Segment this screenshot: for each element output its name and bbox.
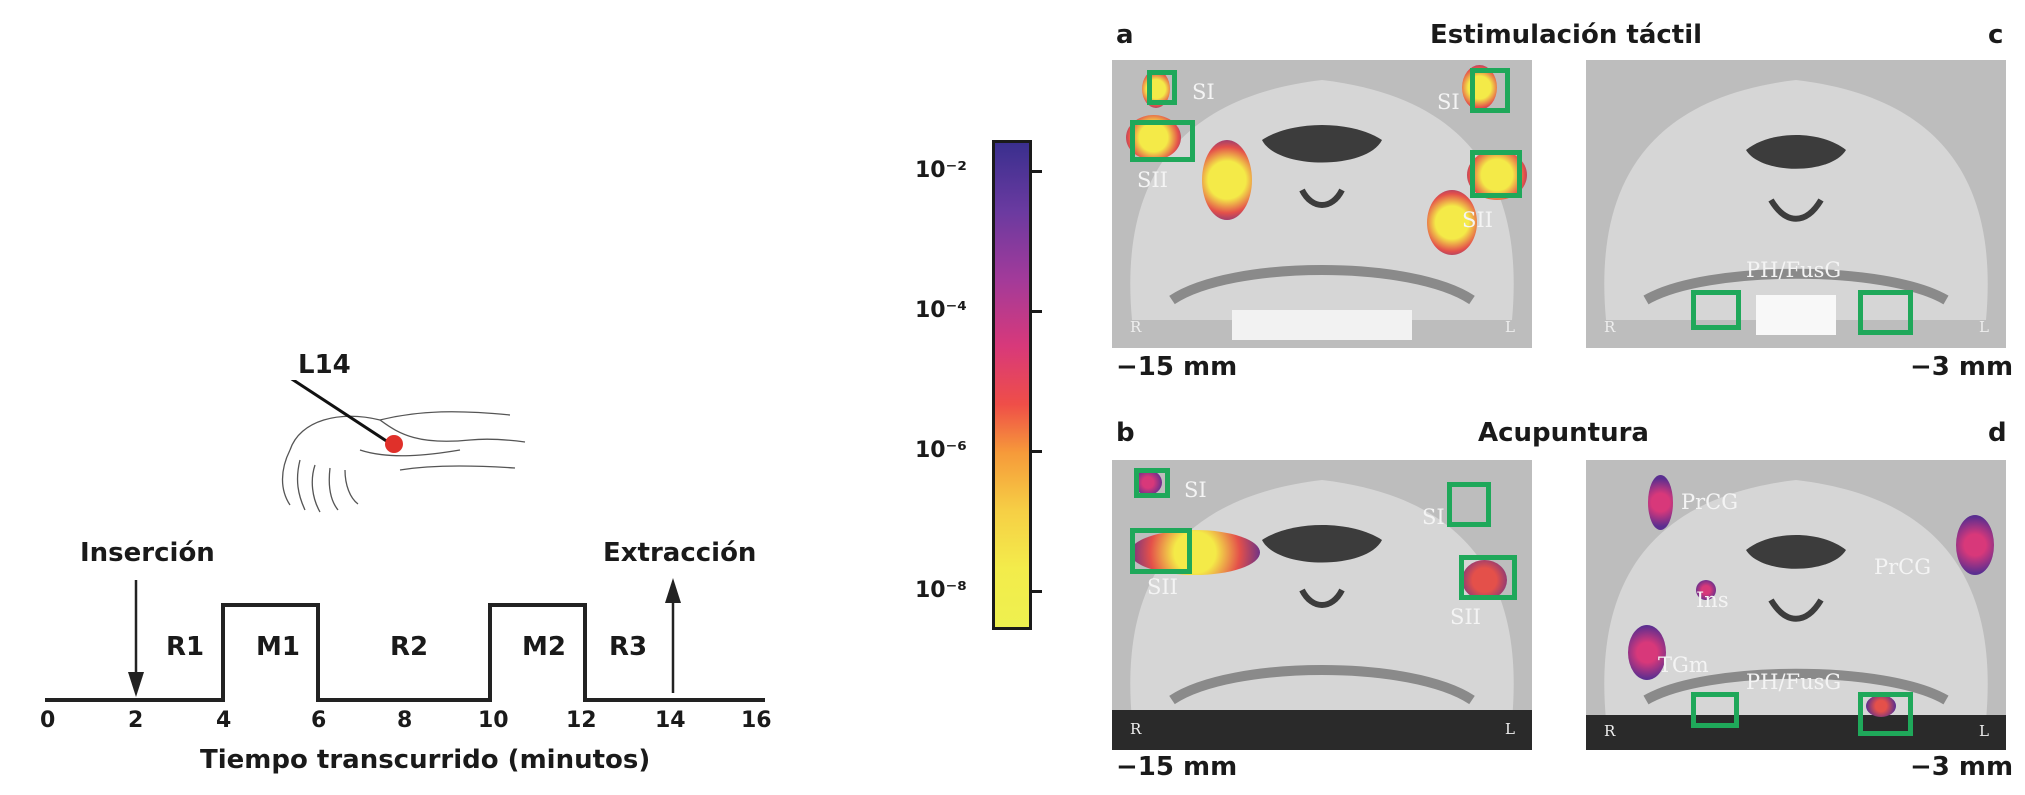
roi-box: [1470, 68, 1510, 113]
region-label: SII: [1462, 208, 1493, 232]
region-label: Ins: [1696, 588, 1729, 612]
row1-title: Estimulación táctil: [1430, 20, 1703, 50]
block-label: M2: [522, 632, 566, 662]
region-label: SI: [1437, 90, 1460, 114]
orient-r: R: [1604, 722, 1616, 740]
panel-letter-a: a: [1116, 20, 1134, 50]
orient-l: L: [1979, 722, 1989, 740]
orient-l: L: [1979, 318, 1989, 336]
region-label: SI: [1422, 505, 1445, 529]
orient-r: R: [1130, 318, 1142, 336]
roi-box: [1858, 290, 1913, 335]
region-label: PH/FusG: [1746, 670, 1842, 694]
region-label: PrCG: [1874, 555, 1932, 579]
row2-title: Acupuntura: [1478, 418, 1649, 448]
roi-box: [1858, 692, 1913, 736]
region-label: PH/FusG: [1746, 258, 1842, 282]
panel-letter-b: b: [1116, 418, 1135, 448]
block-label: M1: [256, 632, 300, 662]
block-label: R2: [390, 632, 429, 662]
colorbar-tick-label: 10⁻²: [915, 158, 967, 183]
tick-label: 2: [128, 708, 144, 733]
block-label: R3: [609, 632, 648, 662]
region-label: SII: [1147, 575, 1178, 599]
panel-letter-d: d: [1988, 418, 2007, 448]
brain-panel-c: PH/FusG R L: [1586, 60, 2006, 348]
roi-box: [1691, 290, 1741, 330]
orient-l: L: [1505, 720, 1515, 738]
brain-panel-d: PrCG PrCG Ins TGm PH/FusG R L: [1586, 460, 2006, 750]
panel-letter-c: c: [1988, 20, 2004, 50]
colorbar-tick-label: 10⁻⁴: [915, 298, 967, 323]
timeline-xlabel: Tiempo transcurrido (minutos): [200, 745, 651, 775]
roi-box: [1447, 482, 1491, 527]
block-label: R1: [166, 632, 205, 662]
insertion-label: Inserción: [80, 538, 215, 568]
roi-box: [1130, 528, 1192, 574]
region-label: SII: [1137, 168, 1168, 192]
colorbar-tick-label: 10⁻⁶: [915, 438, 967, 463]
roi-box: [1134, 468, 1170, 498]
tick-label: 14: [655, 708, 686, 733]
roi-box: [1130, 120, 1195, 162]
point-label: L14: [298, 350, 351, 380]
region-label: SII: [1450, 605, 1481, 629]
region-label: SI: [1192, 80, 1215, 104]
tick-label: 10: [478, 708, 509, 733]
roi-box: [1691, 692, 1739, 728]
depth-label-c: −3 mm: [1910, 352, 2014, 382]
orient-r: R: [1604, 318, 1616, 336]
roi-box: [1459, 555, 1517, 600]
tick-label: 6: [311, 708, 327, 733]
timeline-trace: [45, 603, 765, 702]
orient-r: R: [1130, 720, 1142, 738]
tick-label: 8: [397, 708, 413, 733]
tick-label: 16: [741, 708, 772, 733]
tick-label: 4: [216, 708, 232, 733]
brain-panel-b: SI SI SII SII R L: [1112, 460, 1532, 750]
roi-box: [1147, 70, 1177, 105]
colorbar-tick-label: 10⁻⁸: [915, 578, 967, 603]
timeline-chart: [45, 578, 765, 702]
depth-label-d: −3 mm: [1910, 752, 2014, 782]
region-label: PrCG: [1681, 490, 1739, 514]
extraction-label: Extracción: [603, 538, 757, 568]
hand-drawing: [281, 380, 526, 513]
region-label: TGm: [1658, 653, 1709, 677]
depth-label-b: −15 mm: [1116, 752, 1238, 782]
tick-label: 0: [40, 708, 56, 733]
orient-l: L: [1505, 318, 1515, 336]
colorbar: [992, 140, 1032, 630]
brain-panel-a: SI SI SII SII R L: [1112, 60, 1532, 348]
tick-label: 12: [566, 708, 597, 733]
region-label: SI: [1184, 478, 1207, 502]
roi-box: [1470, 150, 1522, 198]
depth-label-a: −15 mm: [1116, 352, 1238, 382]
